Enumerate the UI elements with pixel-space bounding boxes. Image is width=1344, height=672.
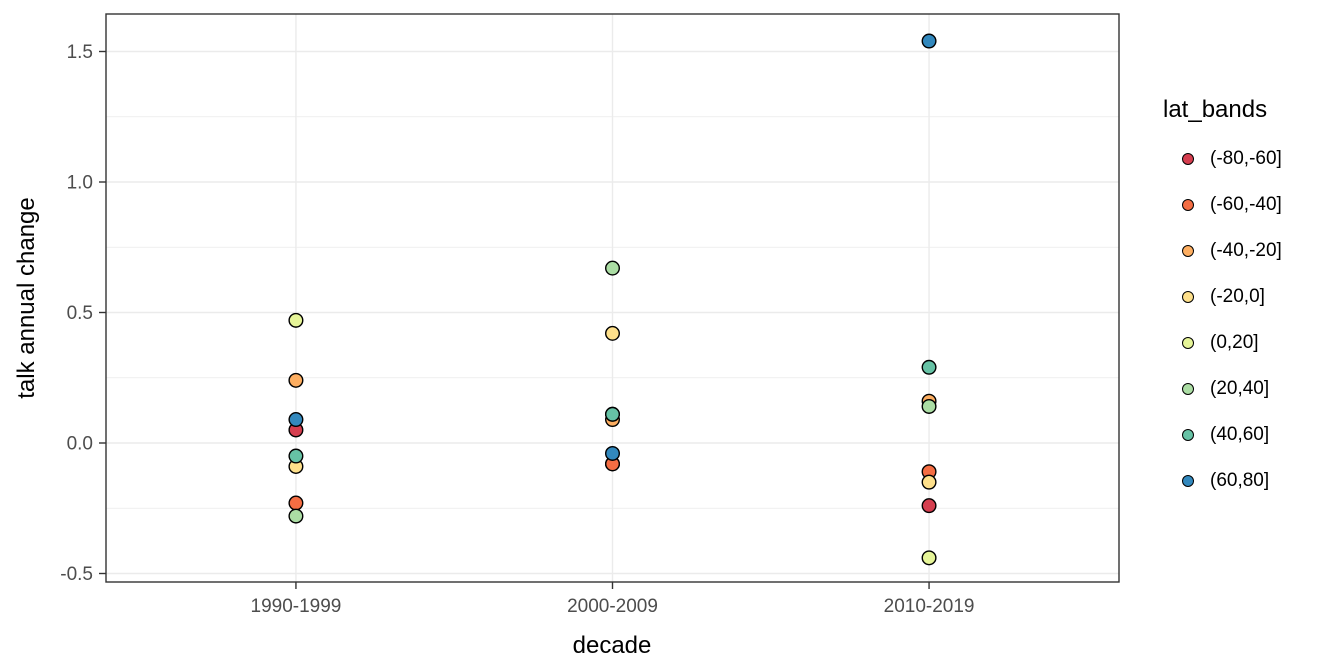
y-axis-title: talk annual change bbox=[13, 197, 40, 399]
legend-item-label: (-80,-60] bbox=[1210, 148, 1282, 169]
x-tick-label: 2010-2019 bbox=[884, 596, 975, 617]
y-tick-label: -0.5 bbox=[60, 564, 93, 585]
legend-item: (20,40] bbox=[1163, 378, 1282, 400]
legend-item: (-40,-20] bbox=[1163, 240, 1282, 262]
y-tick-label: 0.5 bbox=[67, 303, 93, 324]
legend-item-label: (-60,-40] bbox=[1210, 194, 1282, 215]
x-tick-label: 1990-1999 bbox=[251, 596, 342, 617]
legend-item: (60,80] bbox=[1163, 470, 1282, 492]
data-point bbox=[921, 359, 937, 375]
y-tick-label: 0.0 bbox=[67, 434, 93, 455]
legend-dot-icon bbox=[1182, 199, 1194, 211]
data-point bbox=[288, 508, 304, 524]
data-point bbox=[921, 498, 937, 514]
y-tick-label: 1.5 bbox=[67, 42, 93, 63]
x-axis-title: decade bbox=[572, 632, 652, 659]
legend-item-label: (-40,-20] bbox=[1210, 240, 1282, 261]
data-point bbox=[921, 33, 937, 49]
data-point bbox=[605, 260, 621, 276]
legend-dot-icon bbox=[1182, 245, 1194, 257]
legend-dot-icon bbox=[1182, 475, 1194, 487]
legend-title: lat_bands bbox=[1163, 96, 1268, 123]
data-point bbox=[288, 495, 304, 511]
legend-item: (-80,-60] bbox=[1163, 148, 1282, 170]
legend-item: (40,60] bbox=[1163, 424, 1282, 446]
legend-item-label: (0,20] bbox=[1210, 332, 1259, 353]
x-tick-label: 2000-2009 bbox=[567, 596, 658, 617]
legend-dot-icon bbox=[1182, 153, 1194, 165]
data-point bbox=[605, 406, 621, 422]
data-point bbox=[605, 445, 621, 461]
data-point bbox=[288, 372, 304, 388]
legend-item-label: (40,60] bbox=[1210, 424, 1270, 445]
legend: lat_bands (-80,-60] (-60,-40] (-40,-20] (-2… bbox=[1163, 96, 1282, 492]
data-point bbox=[921, 474, 937, 490]
legend-dot-icon bbox=[1182, 429, 1194, 441]
legend-dot-icon bbox=[1182, 291, 1194, 303]
legend-item-label: (20,40] bbox=[1210, 378, 1270, 399]
legend-dot-icon bbox=[1182, 383, 1194, 395]
data-point bbox=[288, 448, 304, 464]
data-point bbox=[288, 412, 304, 428]
legend-item-label: (60,80] bbox=[1210, 470, 1270, 491]
legend-items: (-80,-60] (-60,-40] (-40,-20] (-20,0] (0,20]… bbox=[1163, 148, 1282, 492]
data-point bbox=[921, 550, 937, 566]
y-tick-label: 1.0 bbox=[67, 173, 93, 194]
data-point bbox=[288, 312, 304, 328]
legend-dot-icon bbox=[1182, 337, 1194, 349]
data-point bbox=[605, 325, 621, 341]
legend-item: (-20,0] bbox=[1163, 286, 1282, 308]
legend-item: (0,20] bbox=[1163, 332, 1282, 354]
legend-item: (-60,-40] bbox=[1163, 194, 1282, 216]
legend-item-label: (-20,0] bbox=[1210, 286, 1265, 307]
data-point bbox=[921, 398, 937, 414]
